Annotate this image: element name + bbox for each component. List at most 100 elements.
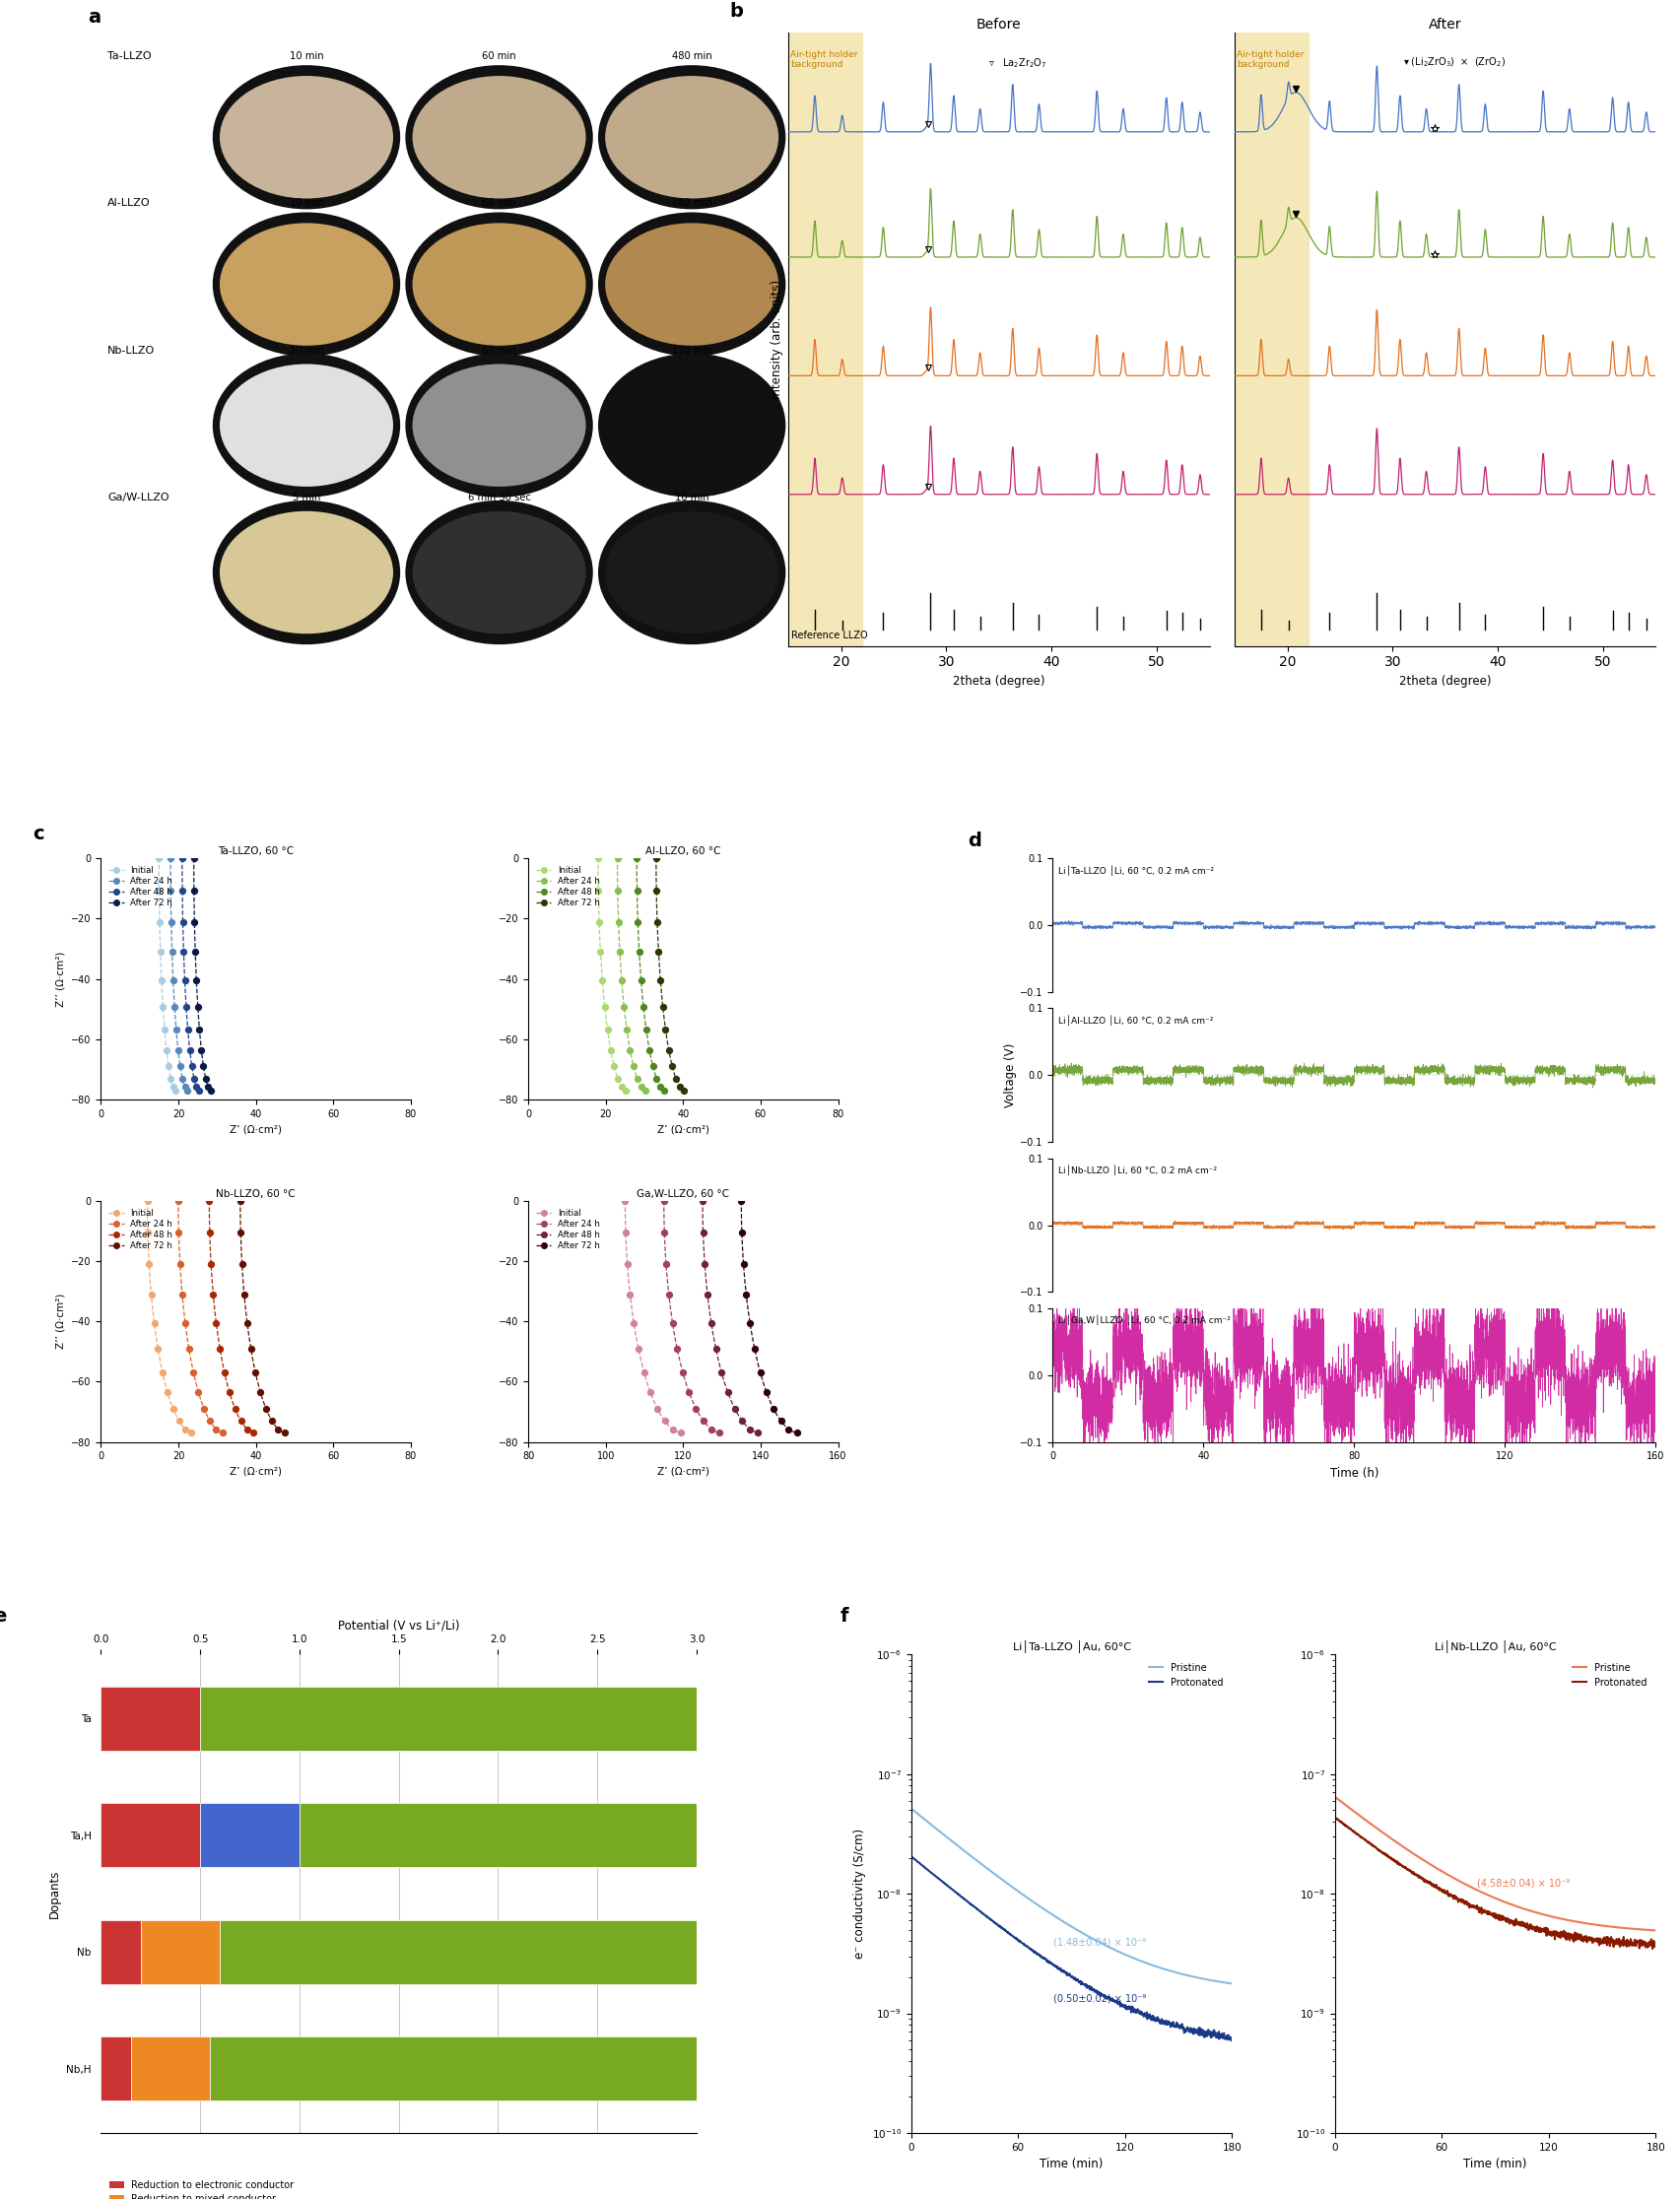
Point bbox=[662, 1060, 689, 1095]
Point bbox=[197, 1216, 223, 1251]
Text: (4.58±0.04) × 10⁻⁹: (4.58±0.04) × 10⁻⁹ bbox=[1477, 1878, 1569, 1889]
Point bbox=[227, 1216, 254, 1251]
Ellipse shape bbox=[212, 501, 400, 644]
Point bbox=[247, 1374, 274, 1410]
Y-axis label: Z’’ (Ω·cm²): Z’’ (Ω·cm²) bbox=[55, 1293, 66, 1350]
Ellipse shape bbox=[220, 365, 393, 486]
Point bbox=[203, 1412, 230, 1447]
Bar bbox=[1235, 33, 1307, 647]
Point bbox=[600, 1049, 627, 1084]
Point bbox=[197, 1073, 223, 1108]
Point bbox=[732, 1278, 759, 1313]
Point bbox=[160, 1392, 186, 1427]
Pristine bbox=[1151, 1955, 1171, 1981]
Legend: Initial, After 24 h, After 48 h, After 72 h: Initial, After 24 h, After 48 h, After 7… bbox=[106, 1205, 176, 1253]
Bar bbox=[200, 1803, 299, 1867]
Point bbox=[134, 1183, 161, 1218]
Point bbox=[591, 990, 618, 1025]
Point bbox=[264, 1412, 291, 1447]
Point bbox=[185, 990, 212, 1025]
Point bbox=[180, 1060, 207, 1095]
Point bbox=[670, 1073, 697, 1108]
Point bbox=[613, 1012, 640, 1047]
Text: 60 min: 60 min bbox=[482, 51, 516, 62]
Text: 120 min: 120 min bbox=[672, 345, 712, 356]
Point bbox=[138, 1278, 165, 1313]
Point bbox=[650, 1183, 677, 1218]
Protonated bbox=[1151, 2008, 1171, 2034]
Point bbox=[652, 1012, 679, 1047]
Pristine bbox=[1357, 1808, 1378, 1834]
Point bbox=[682, 1392, 709, 1427]
Title: Li│Ta-LLZO │Au, 60°C: Li│Ta-LLZO │Au, 60°C bbox=[1011, 1640, 1131, 1654]
Legend: Pristine, Protonated: Pristine, Protonated bbox=[1144, 1658, 1226, 1691]
Point bbox=[198, 1247, 225, 1282]
Point bbox=[643, 904, 670, 939]
Point bbox=[655, 1031, 682, 1067]
Point bbox=[227, 1403, 254, 1438]
Point bbox=[652, 1247, 679, 1282]
Point bbox=[596, 1031, 623, 1067]
Point bbox=[648, 990, 675, 1025]
Point bbox=[170, 1060, 197, 1095]
Protonated bbox=[900, 1843, 921, 1869]
Y-axis label: Dopants: Dopants bbox=[47, 1869, 60, 1918]
Text: Al-LLZO: Al-LLZO bbox=[108, 198, 150, 209]
Protonated bbox=[1030, 1944, 1050, 1970]
Point bbox=[212, 1355, 239, 1390]
Point bbox=[689, 1403, 716, 1438]
Point bbox=[706, 1416, 732, 1451]
Point bbox=[659, 1412, 685, 1447]
Point bbox=[208, 1416, 235, 1451]
Point bbox=[181, 904, 208, 939]
Title: Before: Before bbox=[976, 18, 1021, 31]
Point bbox=[252, 1392, 279, 1427]
Point bbox=[161, 1073, 188, 1108]
Point bbox=[736, 1306, 763, 1341]
Ellipse shape bbox=[598, 66, 785, 209]
Y-axis label: e⁻ conductivity (S/cm): e⁻ conductivity (S/cm) bbox=[853, 1830, 865, 1959]
Line: Protonated: Protonated bbox=[911, 1856, 1231, 2041]
Point bbox=[158, 873, 185, 908]
Point bbox=[643, 1060, 670, 1095]
X-axis label: Z’ (Ω·cm²): Z’ (Ω·cm²) bbox=[230, 1124, 282, 1135]
Text: 60 min: 60 min bbox=[482, 198, 516, 209]
Bar bbox=[299, 1803, 696, 1867]
Point bbox=[197, 1403, 223, 1438]
Text: d: d bbox=[968, 831, 981, 851]
Text: Ga/W-LLZO: Ga/W-LLZO bbox=[108, 493, 170, 504]
Point bbox=[163, 1012, 190, 1047]
Point bbox=[727, 1216, 754, 1251]
Legend: Pristine, Protonated: Pristine, Protonated bbox=[1567, 1658, 1650, 1691]
Point bbox=[170, 935, 197, 970]
Point bbox=[237, 1333, 264, 1368]
Point bbox=[259, 1403, 286, 1438]
Pristine bbox=[1324, 1783, 1344, 1810]
Title: Ta-LLZO, 60 °C: Ta-LLZO, 60 °C bbox=[218, 847, 294, 855]
Point bbox=[585, 904, 612, 939]
Point bbox=[637, 1374, 664, 1410]
Text: Reference LLZO: Reference LLZO bbox=[791, 631, 867, 640]
Point bbox=[144, 1333, 171, 1368]
Point bbox=[605, 1060, 632, 1095]
Point bbox=[180, 873, 207, 908]
Line: Pristine: Pristine bbox=[1334, 1797, 1655, 1931]
Point bbox=[165, 1031, 192, 1067]
Point bbox=[645, 935, 672, 970]
Point bbox=[744, 1416, 771, 1451]
Bar bbox=[220, 1920, 696, 1983]
Point bbox=[753, 1374, 780, 1410]
Point bbox=[642, 840, 669, 875]
Point bbox=[183, 963, 210, 998]
Point bbox=[612, 1073, 638, 1108]
Point bbox=[161, 990, 188, 1025]
Protonated bbox=[1544, 1920, 1564, 1946]
Text: 6 min 30 sec: 6 min 30 sec bbox=[467, 493, 531, 504]
Point bbox=[217, 1374, 244, 1410]
Point bbox=[146, 904, 173, 939]
Point bbox=[632, 1012, 659, 1047]
Point bbox=[150, 1355, 176, 1390]
Point bbox=[188, 1031, 215, 1067]
Point bbox=[605, 904, 632, 939]
Point bbox=[192, 1060, 218, 1095]
